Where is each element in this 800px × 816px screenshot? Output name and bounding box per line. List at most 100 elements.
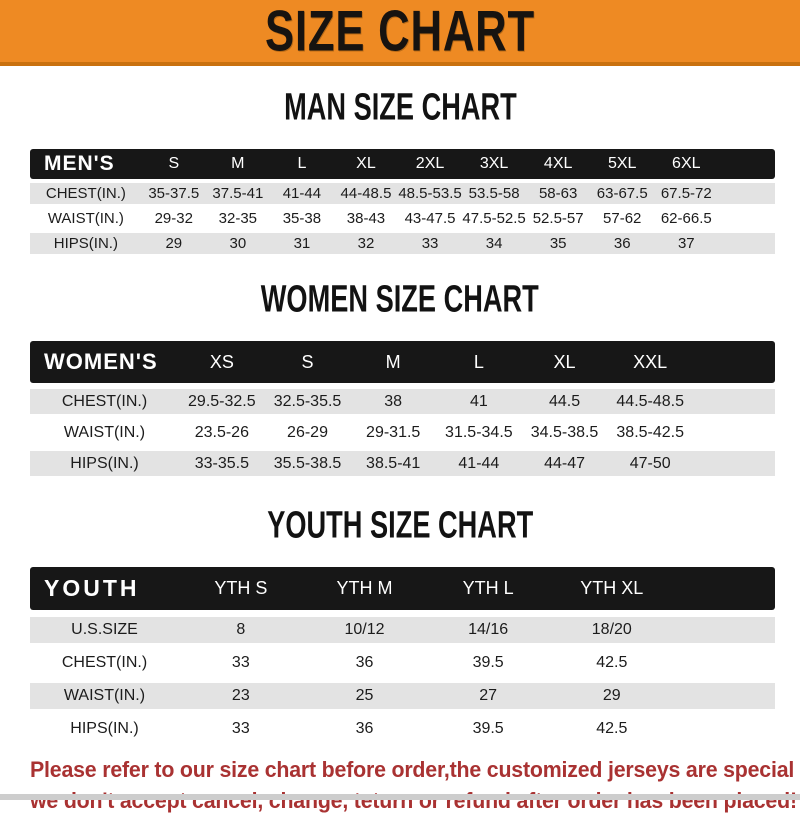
size-value-cell: 53.5-58 (468, 185, 520, 202)
size-value-cell: 32.5-35.5 (273, 392, 342, 410)
table-row: WAIST(IN.) 23 25 27 29 (30, 683, 775, 709)
size-value-cell: 38.5-41 (366, 454, 421, 472)
size-value-cell: 63-67.5 (596, 185, 648, 202)
bottom-edge-strip (0, 794, 800, 800)
size-column-header: 6XL (672, 155, 701, 172)
size-value-cell: 29 (602, 687, 621, 704)
disclaimer-text: Please refer to our size chart before or… (30, 754, 800, 816)
section-heading-text: MAN SIZE CHART (283, 85, 517, 129)
size-value-cell: 25 (355, 687, 374, 704)
size-value-cell: 27 (479, 687, 498, 704)
size-value-cell: 14/16 (468, 621, 509, 638)
size-value-cell: 29 (165, 235, 183, 252)
table-row: CHEST(IN.) 33 36 39.5 42.5 (30, 650, 775, 676)
size-column-header: M (231, 155, 245, 172)
size-value-cell: 36 (613, 235, 631, 252)
size-value-cell: 38-43 (346, 210, 386, 227)
size-value-cell: 38.5-42.5 (616, 423, 684, 441)
size-value-cell: 23.5-26 (194, 423, 249, 441)
size-value-cell: 44-47 (544, 454, 585, 472)
size-column-header: 5XL (607, 155, 637, 172)
size-value-cell: 62-66.5 (660, 210, 712, 227)
size-value-cell: 30 (229, 235, 247, 252)
size-column-header: YTH S (214, 578, 268, 598)
size-value-cell: 33 (231, 720, 250, 737)
size-column-header: XXL (633, 351, 668, 372)
size-column-header: YTH M (336, 578, 393, 598)
section-heading: YOUTH SIZE CHART (0, 503, 800, 551)
size-value-cell: 32 (357, 235, 375, 252)
table-title-cell: WOMEN'S (44, 349, 158, 374)
size-value-cell: 26-29 (287, 423, 328, 441)
row-label: WAIST(IN.) (63, 687, 146, 704)
size-value-cell: 34 (485, 235, 503, 252)
row-label: U.S.SIZE (71, 621, 138, 638)
row-label: HIPS(IN.) (53, 235, 118, 252)
size-value-cell: 37 (677, 235, 695, 252)
size-column-header: S (168, 155, 180, 172)
table-row: CHEST(IN.) 35-37.5 37.5-41 41-44 44-48.5 48.5… (30, 183, 775, 204)
size-value-cell: 36 (355, 654, 374, 671)
section-heading-text: YOUTH SIZE CHART (267, 503, 533, 547)
size-value-cell: 42.5 (596, 720, 628, 737)
size-column-header: S (301, 351, 314, 372)
size-column-header: 3XL (479, 155, 509, 172)
size-value-cell: 39.5 (472, 654, 504, 671)
size-table: MEN'S S M L XL 2XL 3XL 4XL 5XL 6XL CHEST(IN.) 35-37… (30, 149, 775, 254)
size-value-cell: 67.5-72 (660, 185, 712, 202)
disclaimer-line-2: we don't accept cancel, change, teturn o… (30, 787, 797, 814)
size-value-cell: 35-38 (282, 210, 322, 227)
size-chart-banner: SIZE CHART (0, 0, 800, 66)
row-label: CHEST(IN.) (61, 392, 148, 410)
size-value-cell: 29-32 (154, 210, 193, 227)
size-value-cell: 37.5-41 (212, 185, 264, 202)
size-table: WOMEN'S XS S M L XL XXL CHEST(IN.) 29.5-32.5 32.5… (30, 341, 775, 476)
size-column-header: XL (356, 155, 376, 172)
table-header-row: MEN'S S M L XL 2XL 3XL 4XL 5XL 6XL (30, 149, 775, 179)
size-value-cell: 41-44 (282, 185, 322, 202)
size-value-cell: 8 (236, 621, 246, 638)
size-value-cell: 43-47.5 (404, 210, 456, 227)
table-row: WAIST(IN.) 29-32 32-35 35-38 38-43 43-47.5 47.… (30, 208, 775, 229)
row-label: WAIST(IN.) (63, 423, 146, 441)
size-value-cell: 29-31.5 (366, 423, 421, 441)
size-value-cell: 42.5 (596, 654, 628, 671)
table-title-cell: MEN'S (44, 152, 115, 175)
size-value-cell: 33-35.5 (194, 454, 249, 472)
size-value-cell: 36 (355, 720, 374, 737)
table-header-row: YOUTH YTH S YTH M YTH L YTH XL (30, 567, 775, 610)
size-column-header: 4XL (543, 155, 573, 172)
table-row: HIPS(IN.) 33-35.5 35.5-38.5 38.5-41 41-44 44-… (30, 451, 775, 476)
table-title-cell: YOUTH (44, 575, 140, 601)
table-row: WAIST(IN.) 23.5-26 26-29 29-31.5 31.5-34.5 34… (30, 420, 775, 445)
section-heading: WOMEN SIZE CHART (0, 277, 800, 325)
size-value-cell: 57-62 (603, 210, 642, 227)
table-header-row: WOMEN'S XS S M L XL XXL (30, 341, 775, 383)
size-value-cell: 38 (384, 392, 403, 410)
section-heading-text: WOMEN SIZE CHART (260, 277, 540, 321)
size-column-header: 2XL (415, 155, 445, 172)
size-value-cell: 44.5-48.5 (616, 392, 684, 410)
size-value-cell: 18/20 (591, 621, 632, 638)
size-value-cell: 35 (549, 235, 567, 252)
row-label: CHEST(IN.) (45, 185, 126, 202)
size-value-cell: 33 (231, 654, 250, 671)
size-column-header: L (297, 155, 307, 172)
size-value-cell: 47.5-52.5 (462, 210, 526, 227)
size-value-cell: 47-50 (629, 454, 671, 472)
section-heading: MAN SIZE CHART (0, 85, 800, 133)
size-column-header: YTH L (462, 578, 514, 598)
row-label: CHEST(IN.) (61, 654, 148, 671)
row-label: WAIST(IN.) (47, 210, 124, 227)
size-value-cell: 44-48.5 (340, 185, 392, 202)
size-value-cell: 34.5-38.5 (530, 423, 599, 441)
size-value-cell: 31.5-34.5 (445, 423, 513, 441)
row-label: HIPS(IN.) (70, 454, 139, 472)
size-column-header: M (385, 351, 401, 372)
size-column-header: YTH XL (580, 578, 644, 598)
size-value-cell: 41 (469, 392, 488, 410)
banner-title: SIZE CHART (265, 0, 535, 63)
size-value-cell: 32-35 (218, 210, 258, 227)
size-column-header: L (473, 351, 484, 372)
size-value-cell: 44.5 (548, 392, 581, 410)
